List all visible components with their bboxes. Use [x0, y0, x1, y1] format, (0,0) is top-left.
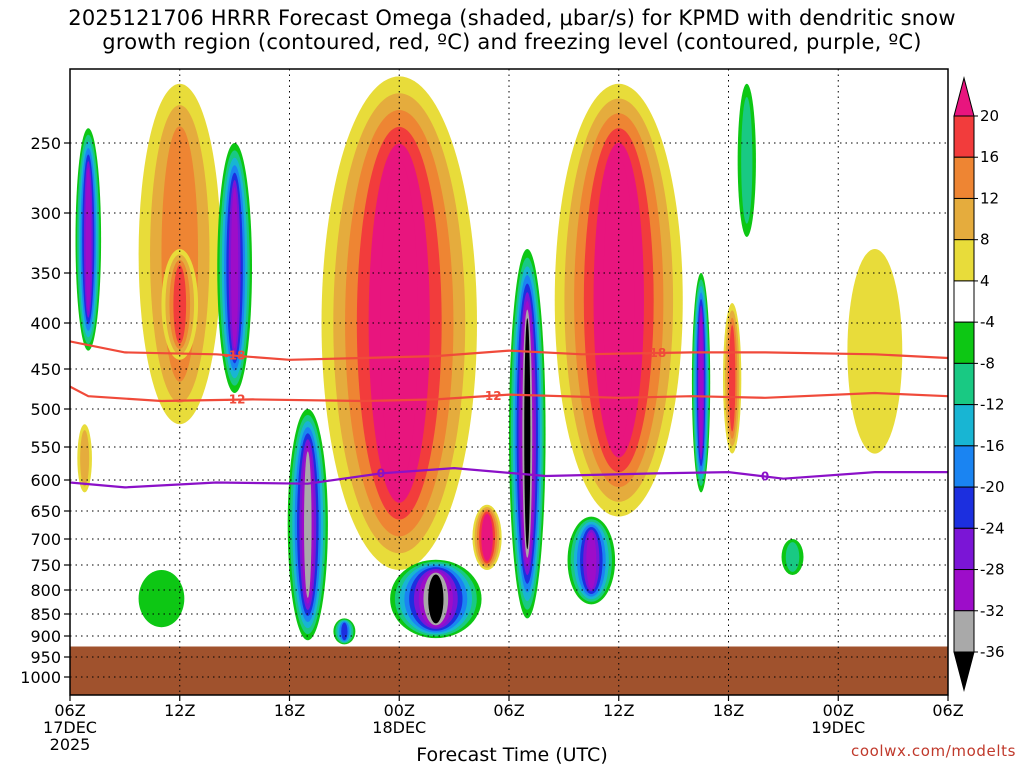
freezing-level-contour-label-1: 0	[761, 469, 769, 483]
x-tick-label-8: 06Z	[932, 701, 963, 720]
x-tick-date-0: 17DEC	[43, 718, 97, 737]
y-tick-label-900: 900	[30, 627, 61, 646]
freezing-level-contour	[70, 466, 948, 489]
colorbar-label-2: 12	[980, 189, 999, 207]
omega-band-3-3	[173, 265, 187, 344]
omega-band-5-7	[304, 451, 312, 598]
y-tick-label-350: 350	[30, 264, 61, 283]
x-tick-label-3: 00Z	[384, 701, 415, 720]
y-tick-label-650: 650	[30, 502, 61, 521]
colorbar-label-6: -8	[980, 354, 995, 372]
y-tick-label-750: 750	[30, 556, 61, 575]
temperature-contours: -18 -18 -12 -12 0 0	[70, 340, 948, 489]
x-tick-label-6: 18Z	[713, 701, 744, 720]
freezing-level-contour-label-0: 0	[377, 466, 385, 480]
colorbar-label-10: -24	[980, 519, 1005, 537]
dgz-contour-m12	[70, 385, 948, 403]
omega-band-1-1	[80, 430, 90, 487]
colorbar-band-8	[953, 404, 975, 447]
omega-band-8-8	[524, 318, 531, 550]
colorbar-label-5: -4	[980, 313, 995, 331]
plot-background	[70, 69, 948, 695]
colorbar-band-12	[953, 569, 975, 612]
colorbar-band-11	[953, 527, 975, 571]
omega-band-4-6	[230, 187, 239, 349]
colorbar-label-13: -36	[980, 643, 1005, 661]
colorbar-label-3: 8	[980, 231, 990, 249]
dgz-contour-m18-label-0: -18	[224, 349, 246, 363]
omega-band-13-3	[728, 325, 736, 432]
y-tick-label-800: 800	[30, 581, 61, 600]
colorbar-label-7: -12	[980, 396, 1005, 414]
colorbar-band-5	[953, 280, 975, 323]
dgz-contour-m18-label-1: -18	[644, 346, 666, 360]
dgz-contour-m12-label-1: -12	[480, 389, 502, 403]
x-tick-date-3: 18DEC	[372, 718, 426, 737]
x-tick-label-2: 18Z	[274, 701, 305, 720]
chart-title-line1: 2025121706 HRRR Forecast Omega (shaded, …	[68, 6, 956, 30]
x-tick-label-1: 12Z	[164, 701, 195, 720]
omega-band-18-1	[785, 542, 800, 572]
colorbar-band-2	[953, 156, 975, 199]
y-tick-label-600: 600	[30, 471, 61, 490]
y-tick-label-700: 700	[30, 530, 61, 549]
y-tick-label-550: 550	[30, 438, 61, 457]
omega-band-15-0	[847, 248, 903, 454]
colorbar-band-10	[953, 486, 975, 529]
colorbar-label-4: 4	[980, 272, 990, 290]
colorbar-band-4	[953, 239, 975, 282]
x-tick-year-0: 2025	[50, 735, 91, 754]
colorbar-band-3	[953, 197, 975, 241]
dgz-contour-m18	[70, 340, 948, 361]
colorbar-band-1	[953, 115, 975, 158]
omega-band-12-6	[699, 311, 703, 454]
colorbar-band-13	[953, 610, 975, 653]
colorbar-label-12: -32	[980, 602, 1005, 620]
y-tick-label-250: 250	[30, 134, 61, 153]
y-axis-ticks: 250 300 350 400 450 500 550 600 650 700 750 800 850 9…	[20, 134, 70, 687]
colorbar-label-1: 16	[980, 148, 999, 166]
ground-fill	[70, 646, 948, 695]
x-tick-date-7: 19DEC	[811, 718, 865, 737]
colorbar-band-6	[953, 321, 975, 364]
omega-band-11-6	[586, 532, 597, 589]
x-tick-label-4: 06Z	[493, 701, 524, 720]
omega-band-0-6	[85, 167, 91, 312]
omega-band-9-5	[483, 515, 491, 559]
y-tick-label-400: 400	[30, 314, 61, 333]
x-tick-label-0: 06Z	[54, 701, 85, 720]
x-tick-label-7: 00Z	[823, 701, 854, 720]
y-tick-label-850: 850	[30, 605, 61, 624]
credit-text: coolwx.com/modelts	[851, 742, 1016, 760]
x-tick-label-5: 12Z	[603, 701, 634, 720]
chart-title: 2025121706 HRRR Forecast Omega (shaded, …	[0, 6, 1024, 54]
colorbar: 20 16 12 8 4 -4 -8 -12 -16 -20 -24 -28 -32 -36	[953, 76, 1005, 692]
colorbar-top-arrow	[953, 76, 975, 117]
colorbar-bottom-arrow	[953, 651, 975, 692]
colorbar-label-8: -16	[980, 437, 1005, 455]
y-tick-label-500: 500	[30, 400, 61, 419]
omega-band-17-0	[138, 570, 185, 628]
colorbar-label-0: 20	[980, 107, 999, 125]
omega-band-14-1	[741, 97, 753, 224]
ground-below-surface	[70, 646, 948, 695]
colorbar-label-9: -20	[980, 478, 1005, 496]
colorbar-band-9	[953, 445, 975, 488]
y-tick-label-1000: 1000	[20, 668, 61, 687]
grid-lines	[70, 69, 948, 695]
dgz-contour-m12-label-0: -12	[224, 393, 246, 407]
y-tick-label-300: 300	[30, 204, 61, 223]
colorbar-label-11: -28	[980, 561, 1005, 579]
omega-band-16-4	[341, 622, 348, 641]
y-tick-label-450: 450	[30, 360, 61, 379]
y-tick-label-950: 950	[30, 648, 61, 667]
omega-band-7-8	[428, 574, 444, 624]
colorbar-band-7	[953, 362, 975, 406]
x-axis-title: Forecast Time (UTC)	[416, 744, 608, 766]
chart-title-line2: growth region (contoured, red, ºC) and f…	[102, 30, 922, 54]
